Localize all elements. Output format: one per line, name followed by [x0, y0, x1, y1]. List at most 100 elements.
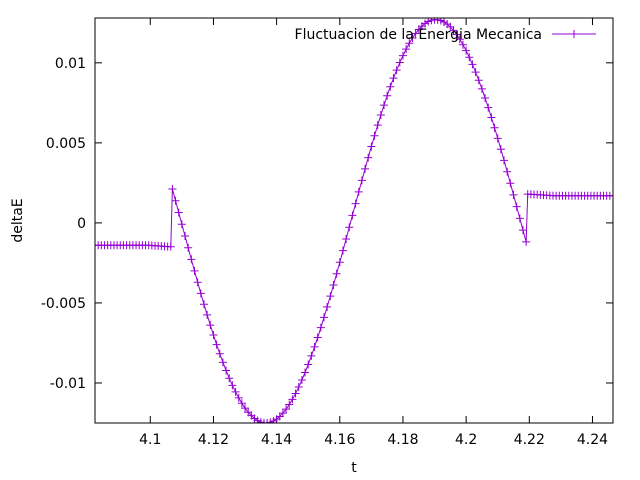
data-point [326, 292, 335, 301]
data-point [168, 185, 177, 194]
data-point [288, 395, 297, 404]
data-point [234, 393, 243, 402]
data-point [361, 164, 370, 173]
data-point [174, 208, 183, 217]
data-point [609, 191, 613, 200]
data-point [212, 340, 221, 349]
data-point [515, 214, 524, 223]
data-point [342, 234, 351, 243]
data-point [481, 94, 490, 103]
data-point [465, 53, 474, 62]
data-point [348, 211, 357, 220]
data-point [484, 103, 493, 112]
data-point [455, 35, 464, 44]
data-point [367, 142, 376, 151]
data-point [307, 351, 316, 360]
data-point [177, 220, 186, 229]
x-axis-title: t [351, 460, 357, 476]
data-point [166, 242, 175, 251]
data-point [193, 278, 202, 287]
ticks-layer: 4.1 4.12 4.14 4.16 4.18 4.2 4.22 4.24 0.01 0.005 0… [41, 18, 613, 448]
x-tick-label: 4.12 [198, 432, 229, 448]
data-point [490, 123, 499, 132]
legend-marker-sample [570, 30, 578, 38]
data-point [462, 46, 471, 55]
legend-label: Fluctuacion de la Energia Mecanica [295, 27, 542, 43]
data-point [241, 404, 250, 413]
data-point [487, 113, 496, 122]
data-point [345, 223, 354, 232]
x-tick-label: 4.2 [455, 432, 477, 448]
data-point [493, 134, 502, 143]
data-point [338, 246, 347, 255]
data-point [395, 58, 404, 67]
data-point [386, 82, 395, 91]
data-point [364, 153, 373, 162]
data-point [522, 237, 531, 246]
data-point [228, 381, 237, 390]
data-point [237, 399, 246, 408]
x-tick-label: 4.14 [261, 432, 292, 448]
legend: Fluctuacion de la Energia Mecanica [295, 27, 596, 43]
data-point [285, 400, 294, 409]
series-line [95, 19, 613, 423]
data-point [332, 269, 341, 278]
x-tick-label: 4.16 [324, 432, 355, 448]
data-point [199, 300, 208, 309]
data-point [449, 26, 458, 35]
data-point [383, 91, 392, 100]
data-point [506, 179, 515, 188]
data-point [354, 187, 363, 196]
data-point [282, 405, 291, 414]
y-tick-label: 0.005 [46, 136, 86, 152]
data-point [313, 333, 322, 342]
series-layer [95, 18, 613, 423]
data-point [225, 374, 234, 383]
data-point [474, 76, 483, 85]
data-point [402, 45, 411, 54]
data-point [294, 383, 303, 392]
data-point [380, 101, 389, 110]
data-point [512, 202, 521, 211]
data-point [500, 156, 509, 165]
data-point [376, 110, 385, 119]
data-point [190, 266, 199, 275]
x-tick-label: 4.22 [514, 432, 545, 448]
data-point [310, 342, 319, 351]
data-point [357, 176, 366, 185]
data-point [335, 258, 344, 267]
data-point [222, 366, 231, 375]
data-point [323, 302, 332, 311]
data-point [187, 255, 196, 264]
data-point [452, 30, 461, 39]
data-point [468, 60, 477, 69]
data-point [196, 289, 205, 298]
data-point [184, 243, 193, 252]
plot-frame [94, 17, 614, 424]
data-point [203, 310, 212, 319]
data-point [319, 313, 328, 322]
x-tick-label: 4.18 [387, 432, 418, 448]
data-point [231, 387, 240, 396]
x-tick-label: 4.24 [577, 432, 608, 448]
data-point [301, 368, 310, 377]
data-point [316, 323, 325, 332]
x-tick-label: 4.1 [139, 432, 161, 448]
data-point [389, 74, 398, 83]
data-point [171, 196, 180, 205]
data-point [518, 226, 527, 235]
data-point [209, 331, 218, 340]
data-point [496, 145, 505, 154]
data-point [304, 360, 313, 369]
y-tick-label: 0 [77, 216, 86, 232]
y-tick-label: 0.01 [55, 56, 86, 72]
y-tick-label: -0.005 [41, 296, 86, 312]
data-point [218, 358, 227, 367]
data-point [408, 34, 417, 43]
data-point [458, 40, 467, 49]
data-point [370, 131, 379, 140]
data-point [206, 321, 215, 330]
data-point [181, 232, 190, 241]
y-axis-title: deltaE [10, 198, 26, 242]
